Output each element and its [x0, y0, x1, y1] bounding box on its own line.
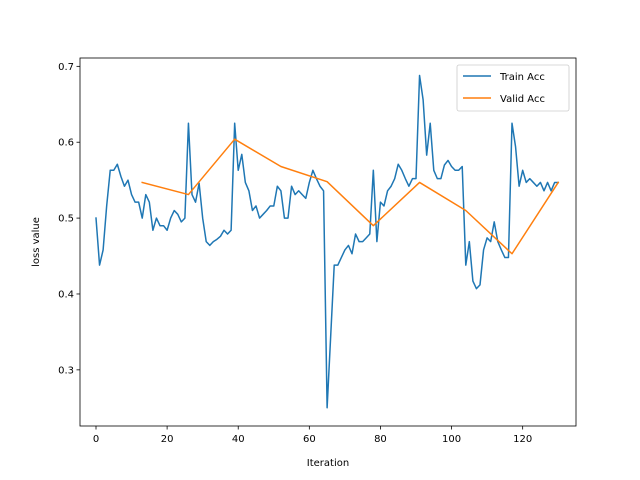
x-tick-label: 20	[161, 434, 174, 445]
legend-label-train-acc: Train Acc	[499, 72, 545, 83]
x-tick-label: 40	[232, 434, 245, 445]
x-tick-label: 60	[303, 434, 316, 445]
y-tick-label: 0.4	[58, 289, 74, 300]
x-axis-label: Iteration	[307, 458, 349, 469]
x-tick-label: 120	[513, 434, 532, 445]
y-tick-label: 0.5	[58, 214, 74, 225]
legend-label-valid-acc: Valid Acc	[500, 94, 545, 105]
series-line-valid-acc	[141, 138, 560, 255]
y-tick-label: 0.7	[58, 62, 74, 73]
y-tick-label: 0.3	[58, 365, 74, 376]
plot-area	[95, 74, 560, 409]
legend: Train Acc Valid Acc	[456, 64, 570, 112]
plot-frame	[79, 57, 577, 427]
axes: 0 20 40 60 80 100 120 0.3 0.4 0.5 0.6 0.7	[58, 57, 577, 445]
x-tick-label: 80	[374, 434, 387, 445]
x-tick-label: 100	[442, 434, 461, 445]
y-axis-label: loss value	[31, 217, 42, 267]
x-tick-label: 0	[93, 434, 99, 445]
series-line-train-acc	[95, 74, 559, 409]
y-tick-label: 0.6	[58, 138, 74, 149]
